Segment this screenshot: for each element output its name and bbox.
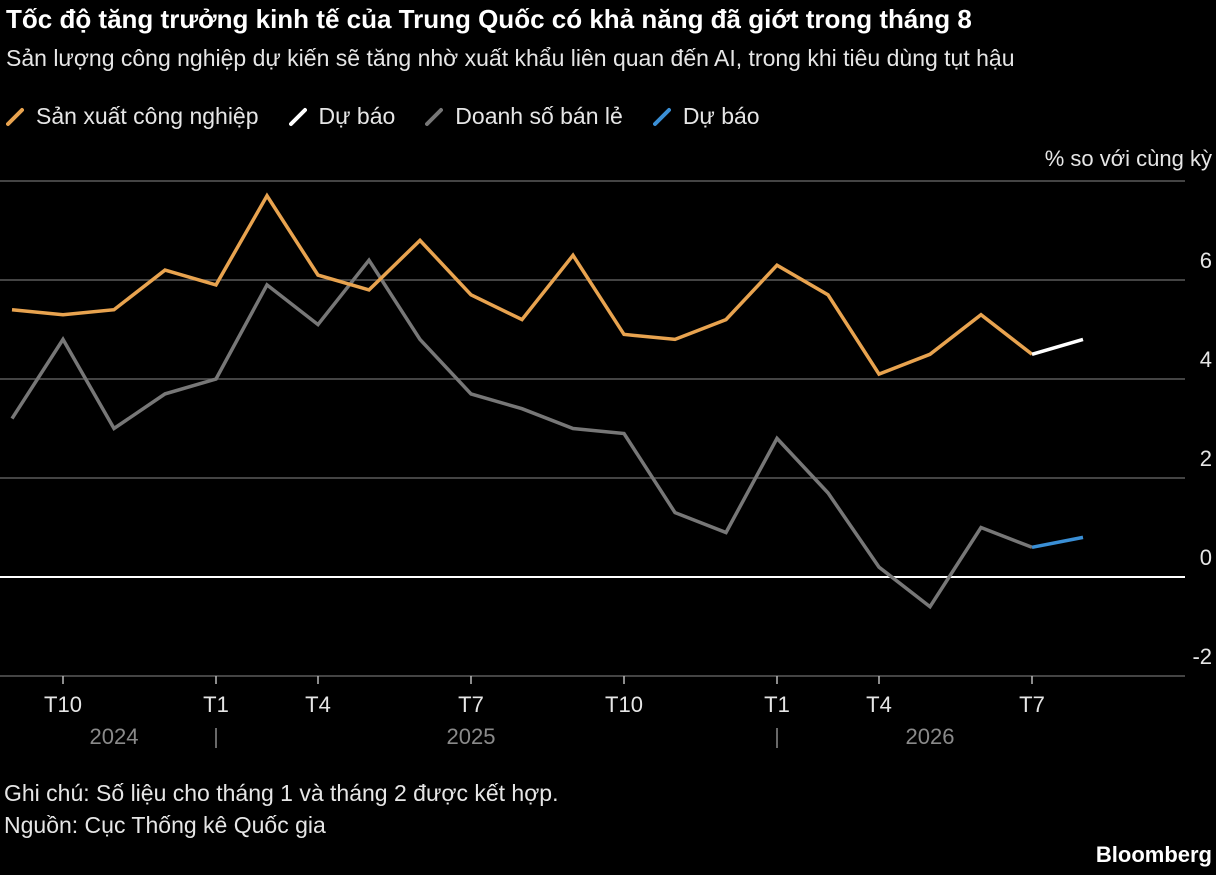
y-tick-label: 6	[1200, 248, 1212, 273]
legend-swatch-retail-sales	[425, 106, 444, 126]
bloomberg-logo: Bloomberg	[1095, 842, 1212, 867]
year-label: 2026	[906, 724, 955, 749]
chart-subtitle: Sản lượng công nghiệp dự kiến sẽ tăng nh…	[6, 45, 1015, 71]
year-labels: 2024 2025 2026	[90, 724, 955, 749]
series-line-2	[10, 257, 1033, 610]
y-axis-unit-label: % so với cùng kỳ	[1045, 146, 1212, 171]
year-label: 2024	[90, 724, 139, 749]
x-tick-label: T10	[605, 692, 643, 717]
series-lines	[10, 192, 1084, 610]
year-label: 2025	[447, 724, 496, 749]
series-line-0	[11, 192, 1034, 377]
chart-title: Tốc độ tăng trưởng kinh tế của Trung Quố…	[6, 4, 972, 34]
source-note: Nguồn: Cục Thống kê Quốc gia	[4, 812, 326, 838]
y-tick-label: 2	[1200, 446, 1212, 471]
y-tick-label: -2	[1192, 644, 1212, 669]
legend-item-retail-sales: Doanh số bán lẻ	[425, 103, 623, 130]
y-tick-label: 4	[1200, 347, 1212, 372]
legend-swatch-retail-forecast	[652, 106, 671, 126]
legend-label-retail-forecast: Dự báo	[682, 102, 760, 129]
x-tick-label: T4	[305, 692, 331, 717]
legend-swatch-industrial-forecast	[288, 106, 307, 126]
x-tick-label: T10	[44, 692, 82, 717]
x-tick-label: T1	[764, 692, 790, 717]
y-tick-label: 0	[1200, 545, 1212, 570]
series-line-1	[1031, 337, 1084, 356]
x-tick-label: T4	[866, 692, 892, 717]
legend-label-retail-sales: Doanh số bán lẻ	[455, 102, 623, 129]
footnote: Ghi chú: Số liệu cho tháng 1 và tháng 2 …	[4, 780, 559, 806]
x-tick-label: T7	[458, 692, 484, 717]
legend-item-industrial-forecast: Dự báo	[288, 102, 396, 130]
legend-label-industrial-output: Sản xuất công nghiệp	[36, 102, 259, 129]
x-tick-label: T7	[1019, 692, 1045, 717]
x-ticks: T10 T1 T4 T7 T10 T1 T4 T7	[44, 676, 1045, 717]
y-tick-labels: -2 0 2 4 6	[1192, 248, 1212, 669]
legend-item-industrial-output: Sản xuất công nghiệp	[6, 103, 259, 130]
x-tick-label: T1	[203, 692, 229, 717]
legend-item-retail-forecast: Dự báo	[652, 102, 760, 130]
chart-legend: Sản xuất công nghiệp Dự báo Doanh số bán…	[6, 100, 760, 132]
grid-lines	[0, 180, 1185, 677]
legend-label-industrial-forecast: Dự báo	[318, 102, 396, 129]
legend-swatch-industrial-output	[6, 106, 24, 126]
series-line-3	[1031, 535, 1084, 550]
